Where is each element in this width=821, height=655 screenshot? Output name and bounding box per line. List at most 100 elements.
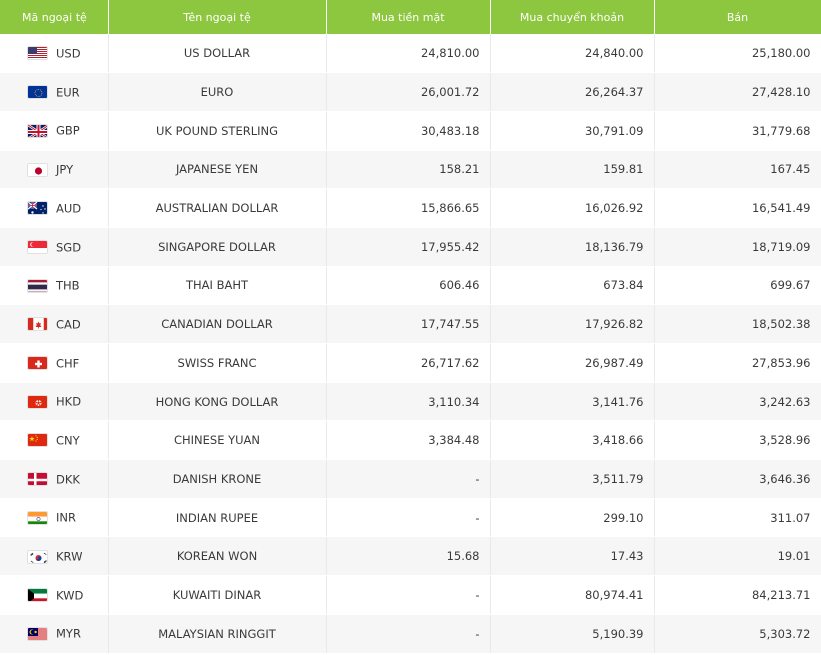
table-row: SGD SINGAPORE DOLLAR 17,955.42 18,136.79… <box>0 227 821 267</box>
kr-flag-icon <box>27 549 48 564</box>
currency-code-cell: DKK <box>0 459 109 499</box>
table-row: THB THAI BAHT 606.46 673.84 699.67 <box>0 266 821 306</box>
table-row: KRW KOREAN WON 15.68 17.43 19.01 <box>0 536 821 577</box>
currency-code: CHF <box>56 356 80 371</box>
eu-flag-icon <box>27 85 48 100</box>
sell-rate: 3,646.36 <box>654 459 821 499</box>
currency-code: DKK <box>56 472 80 487</box>
table-row: MYR MALAYSIAN RINGGIT - 5,190.39 5,303.7… <box>0 614 821 654</box>
transfer-buy-rate: 26,264.37 <box>490 72 655 112</box>
cash-buy-rate: - <box>326 575 491 615</box>
currency-code-cell: THB <box>0 266 109 306</box>
cash-buy-rate: - <box>326 459 491 499</box>
sell-rate: 27,853.96 <box>654 343 821 383</box>
transfer-buy-rate: 17.43 <box>490 536 655 577</box>
sell-rate: 84,213.71 <box>654 575 821 615</box>
table-row: AUD AUSTRALIAN DOLLAR 15,866.65 16,026.9… <box>0 188 821 228</box>
currency-name: KOREAN WON <box>108 536 327 577</box>
currency-code-cell: CHF <box>0 343 109 383</box>
transfer-buy-rate: 673.84 <box>490 266 655 306</box>
sell-rate: 31,779.68 <box>654 111 821 151</box>
currency-code: AUD <box>56 201 82 216</box>
currency-code-cell: AUD <box>0 188 109 228</box>
currency-code: CAD <box>56 317 81 332</box>
hk-flag-icon <box>27 394 48 409</box>
table-row: DKK DANISH KRONE - 3,511.79 3,646.36 <box>0 459 821 499</box>
cash-buy-rate: 158.21 <box>326 150 491 190</box>
sell-rate: 699.67 <box>654 266 821 306</box>
transfer-buy-rate: 80,974.41 <box>490 575 655 615</box>
table-row: JPY JAPANESE YEN 158.21 159.81 167.45 <box>0 150 821 190</box>
sell-rate: 167.45 <box>654 150 821 190</box>
header-transfer-buy: Mua chuyển khoản <box>490 0 655 34</box>
currency-name: DANISH KRONE <box>108 459 327 499</box>
currency-name: SINGAPORE DOLLAR <box>108 227 327 267</box>
cash-buy-rate: 15,866.65 <box>326 188 491 228</box>
transfer-buy-rate: 159.81 <box>490 150 655 190</box>
table-row: CAD CANADIAN DOLLAR 17,747.55 17,926.82 … <box>0 304 821 344</box>
ch-flag-icon <box>27 356 48 371</box>
cash-buy-rate: 24,810.00 <box>326 34 491 74</box>
currency-code-cell: SGD <box>0 227 109 267</box>
sell-rate: 18,719.09 <box>654 227 821 267</box>
dk-flag-icon <box>27 472 48 487</box>
currency-name: HONG KONG DOLLAR <box>108 382 327 422</box>
currency-code: HKD <box>56 394 82 409</box>
currency-name: KUWAITI DINAR <box>108 575 327 615</box>
table-row: KWD KUWAITI DINAR - 80,974.41 84,213.71 <box>0 575 821 615</box>
table-header-row: Mã ngoại tệ Tên ngoại tệ Mua tiền mặt Mu… <box>0 0 821 34</box>
cash-buy-rate: - <box>326 498 491 538</box>
cash-buy-rate: 30,483.18 <box>326 111 491 151</box>
transfer-buy-rate: 5,190.39 <box>490 614 655 654</box>
table-row: USD US DOLLAR 24,810.00 24,840.00 25,180… <box>0 34 821 74</box>
currency-code: KWD <box>56 588 84 603</box>
transfer-buy-rate: 17,926.82 <box>490 304 655 344</box>
in-flag-icon <box>27 510 48 525</box>
currency-name: MALAYSIAN RINGGIT <box>108 614 327 654</box>
sell-rate: 27,428.10 <box>654 72 821 112</box>
sell-rate: 3,528.96 <box>654 420 821 461</box>
transfer-buy-rate: 3,511.79 <box>490 459 655 499</box>
transfer-buy-rate: 299.10 <box>490 498 655 538</box>
sell-rate: 16,541.49 <box>654 188 821 228</box>
currency-code: THB <box>56 278 80 293</box>
currency-name: UK POUND STERLING <box>108 111 327 151</box>
currency-code-cell: CAD <box>0 304 109 344</box>
cash-buy-rate: 15.68 <box>326 536 491 577</box>
currency-code-cell: HKD <box>0 382 109 422</box>
sg-flag-icon <box>27 240 48 255</box>
currency-code-cell: USD <box>0 34 109 74</box>
table-row: GBP UK POUND STERLING 30,483.18 30,791.0… <box>0 111 821 151</box>
table-row: CNY CHINESE YUAN 3,384.48 3,418.66 3,528… <box>0 420 821 461</box>
currency-code-cell: KWD <box>0 575 109 615</box>
table-row: INR INDIAN RUPEE - 299.10 311.07 <box>0 498 821 538</box>
cash-buy-rate: 606.46 <box>326 266 491 306</box>
cash-buy-rate: 26,001.72 <box>326 72 491 112</box>
currency-name: CANADIAN DOLLAR <box>108 304 327 344</box>
sell-rate: 18,502.38 <box>654 304 821 344</box>
currency-name: AUSTRALIAN DOLLAR <box>108 188 327 228</box>
transfer-buy-rate: 26,987.49 <box>490 343 655 383</box>
kw-flag-icon <box>27 588 48 603</box>
ca-flag-icon <box>27 317 48 332</box>
table-row: CHF SWISS FRANC 26,717.62 26,987.49 27,8… <box>0 343 821 383</box>
table-row: HKD HONG KONG DOLLAR 3,110.34 3,141.76 3… <box>0 382 821 422</box>
currency-code: INR <box>56 510 76 525</box>
transfer-buy-rate: 24,840.00 <box>490 34 655 74</box>
cn-flag-icon <box>27 433 48 448</box>
currency-code-cell: MYR <box>0 614 109 654</box>
sell-rate: 5,303.72 <box>654 614 821 654</box>
currency-code: CNY <box>56 433 80 448</box>
table-row: EUR EURO 26,001.72 26,264.37 27,428.10 <box>0 72 821 112</box>
currency-code: EUR <box>56 85 80 100</box>
jp-flag-icon <box>27 162 48 177</box>
currency-name: US DOLLAR <box>108 34 327 74</box>
header-sell: Bán <box>654 0 821 34</box>
currency-name: EURO <box>108 72 327 112</box>
currency-code-cell: KRW <box>0 536 109 577</box>
currency-code: MYR <box>56 626 81 641</box>
sell-rate: 19.01 <box>654 536 821 577</box>
gb-flag-icon <box>27 123 48 138</box>
currency-name: INDIAN RUPEE <box>108 498 327 538</box>
